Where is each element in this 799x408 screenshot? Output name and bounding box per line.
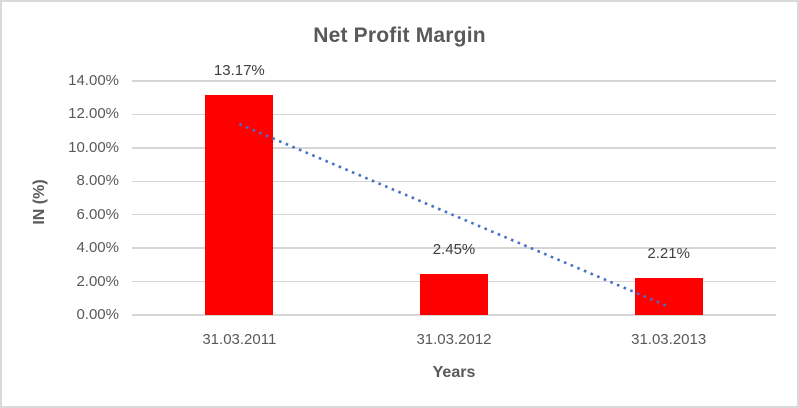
gridline <box>132 314 776 316</box>
y-tick-label: 0.00% <box>76 306 119 323</box>
bar <box>205 94 274 315</box>
x-tick-label: 31.03.2013 <box>631 331 707 348</box>
y-tick-label: 4.00% <box>76 239 119 257</box>
y-tick-label: 2.00% <box>76 272 119 290</box>
bar <box>634 278 703 315</box>
y-tick-label: 12.00% <box>68 105 119 123</box>
y-tick-label: 8.00% <box>76 172 119 190</box>
x-tick-label: 31.03.2011 <box>202 331 277 348</box>
gridline <box>132 113 776 116</box>
y-tick-label: 10.00% <box>68 138 119 156</box>
x-axis-title: Years <box>432 364 476 381</box>
chart-title: Net Profit Margin <box>313 24 486 47</box>
bar-data-label: 13.17% <box>213 61 265 79</box>
y-tick-label: 6.00% <box>76 205 119 223</box>
bar-data-label: 2.45% <box>432 241 476 259</box>
bar-data-label: 2.21% <box>647 245 690 263</box>
x-tick-label: 31.03.2012 <box>416 331 492 348</box>
gridline <box>132 80 776 82</box>
bar <box>420 274 488 315</box>
y-tick-label: 14.00% <box>68 72 119 89</box>
